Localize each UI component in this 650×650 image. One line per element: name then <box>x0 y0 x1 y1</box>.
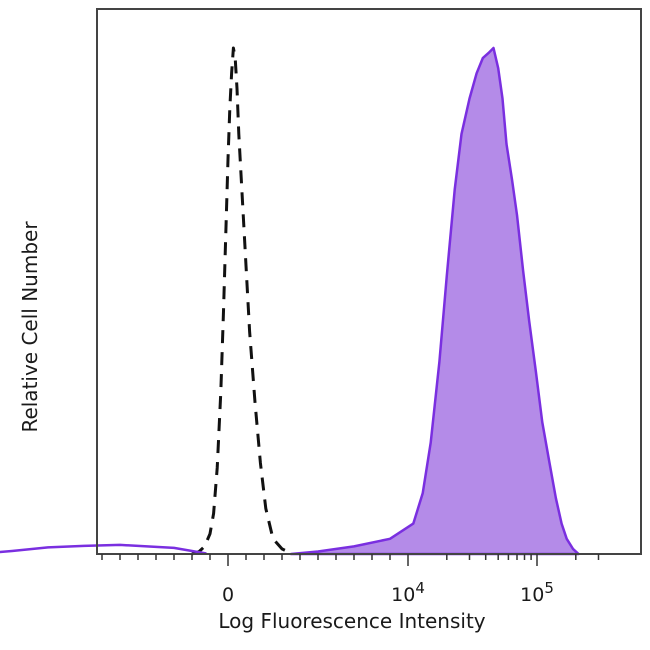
y-axis-label: Relative Cell Number <box>18 221 42 433</box>
stained-sample-curve <box>289 46 580 556</box>
x-tick-label: 0 <box>222 584 234 606</box>
negative-tail-curve <box>0 543 207 555</box>
x-tick-label: 105 <box>520 579 554 606</box>
x-axis-ticks <box>101 554 600 566</box>
x-axis-tick-labels: 0 104 105 <box>222 579 554 606</box>
x-axis-label: Log Fluorescence Intensity <box>218 609 485 633</box>
x-tick-label: 104 <box>391 579 425 606</box>
isotype-control-curve <box>191 46 294 556</box>
plot-frame <box>96 8 642 555</box>
plot-area <box>0 46 580 556</box>
